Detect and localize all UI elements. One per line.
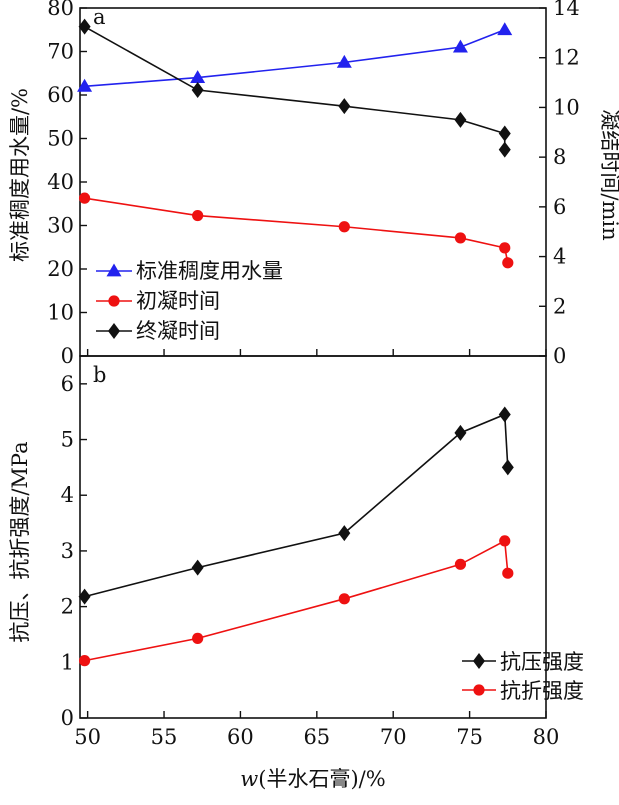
right-tick-label: 8 <box>553 145 566 169</box>
data-point-diamond <box>498 141 511 158</box>
left-tick-label: 60 <box>47 83 74 107</box>
panel-a: a 标准稠度用水量/% 凝结时间/min 0 10 20 30 40 50 60 70 80 0 2… <box>8 0 619 368</box>
data-point-circle <box>454 232 467 244</box>
x-axis-label-text: (半水石膏)/% <box>258 767 385 791</box>
x-tick-label: 65 <box>303 725 330 749</box>
data-point-triangle <box>77 78 93 92</box>
y-tick-label: 1 <box>61 650 74 674</box>
data-point-diamond <box>78 588 91 605</box>
x-tick-label: 50 <box>74 725 101 749</box>
legend-label-initial-set: 初凝时间 <box>136 289 220 313</box>
data-point-circle <box>454 558 467 570</box>
panel-b-ticks: 0 1 2 3 4 5 6 50 55 60 65 70 75 80 <box>61 372 560 749</box>
data-point-diamond <box>338 98 351 115</box>
series-line-2 <box>84 25 506 150</box>
right-tick-label: 10 <box>553 95 580 119</box>
left-tick-label: 0 <box>61 344 74 368</box>
data-point-circle <box>502 257 514 269</box>
panel-b-legend: 抗压强度 抗折强度 <box>462 650 584 703</box>
data-point-circle <box>78 192 91 204</box>
data-point-triangle <box>336 54 352 68</box>
right-tick-label: 12 <box>553 46 580 70</box>
legend-marker-triangle <box>96 263 132 277</box>
panel-b: b 抗压、抗折强度/MPa 0 1 2 3 4 5 6 50 55 60 65 70 75 80 抗压强度… <box>8 355 584 791</box>
x-axis-label-symbol: w <box>240 767 258 791</box>
legend-label-water-demand: 标准稠度用水量 <box>136 259 283 283</box>
panel-a-label: a <box>93 5 106 29</box>
y-tick-label: 6 <box>61 372 74 396</box>
data-point-diamond <box>191 82 204 99</box>
data-point-triangle <box>190 70 206 83</box>
data-point-circle <box>499 535 511 547</box>
y-tick-label: 5 <box>61 428 74 452</box>
data-point-circle <box>192 632 204 644</box>
data-point-diamond <box>498 125 511 142</box>
data-point-diamond <box>501 459 514 476</box>
data-point-diamond <box>78 18 91 35</box>
x-tick-label: 55 <box>151 725 178 749</box>
data-point-triangle <box>497 22 513 36</box>
legend-label-compressive-strength: 抗压强度 <box>500 650 584 674</box>
legend-symbol-circle <box>473 684 485 696</box>
data-point-diamond <box>454 424 467 441</box>
left-tick-label: 10 <box>47 301 74 325</box>
right-tick-label: 4 <box>553 245 566 269</box>
legend-symbol-diamond <box>473 653 485 669</box>
right-tick-label: 2 <box>553 294 566 318</box>
data-point-circle <box>502 567 514 579</box>
y-tick-label: 0 <box>61 706 74 730</box>
x-tick-label: 60 <box>227 725 254 749</box>
x-axis-label: w(半水石膏)/% <box>240 767 385 791</box>
series-line-1 <box>84 197 509 263</box>
legend-marker-diamond <box>462 653 496 669</box>
series-line-1 <box>84 539 509 662</box>
right-tick-label: 6 <box>553 195 566 219</box>
series-line-0 <box>84 29 506 88</box>
legend-marker-circle <box>462 684 496 696</box>
left-tick-label: 20 <box>47 257 74 281</box>
panel-a-ticks: 0 10 20 30 40 50 60 70 80 0 2 4 6 8 10 12 14 <box>47 0 579 368</box>
panel-b-label: b <box>93 363 106 387</box>
legend-label-flexural-strength: 抗折强度 <box>500 679 584 703</box>
left-tick-label: 80 <box>47 0 74 20</box>
legend-label-final-set: 终凝时间 <box>136 319 220 343</box>
x-tick-label: 80 <box>533 725 560 749</box>
left-tick-label: 50 <box>47 127 74 151</box>
data-point-diamond <box>498 406 511 423</box>
data-point-circle <box>192 209 204 222</box>
data-point-circle <box>338 593 350 605</box>
y-tick-label: 2 <box>61 595 74 619</box>
legend-symbol-triangle <box>106 263 122 277</box>
panel-a-right-axis-label: 凝结时间/min <box>598 109 619 240</box>
panel-a-left-axis-label: 标准稠度用水量/% <box>8 88 32 262</box>
left-tick-label: 70 <box>47 40 74 64</box>
data-point-diamond <box>454 111 467 128</box>
panel-a-legend: 标准稠度用水量 初凝时间 终凝时间 <box>96 259 283 343</box>
panel-b-series <box>78 406 514 667</box>
data-point-diamond <box>338 525 351 542</box>
x-tick-label: 75 <box>456 725 483 749</box>
panel-a-series <box>77 18 514 269</box>
y-tick-label: 4 <box>61 483 74 507</box>
x-tick-label: 70 <box>380 725 407 749</box>
legend-symbol-circle <box>108 295 120 307</box>
data-point-circle <box>338 221 350 233</box>
left-tick-label: 40 <box>47 170 74 194</box>
data-point-circle <box>499 242 511 254</box>
left-tick-label: 30 <box>47 214 74 238</box>
legend-marker-circle <box>96 295 132 307</box>
panel-b-y-axis-label: 抗压、抗折强度/MPa <box>8 441 32 642</box>
right-tick-label: 0 <box>553 344 566 368</box>
panel-b-frame <box>79 355 547 719</box>
legend-symbol-diamond <box>108 323 120 339</box>
data-point-diamond <box>191 559 204 576</box>
y-tick-label: 3 <box>61 539 74 563</box>
legend-marker-diamond <box>96 323 132 339</box>
series-line-0 <box>84 413 509 598</box>
data-point-circle <box>78 655 91 667</box>
data-point-triangle <box>452 39 468 53</box>
right-tick-label: 14 <box>553 0 580 20</box>
